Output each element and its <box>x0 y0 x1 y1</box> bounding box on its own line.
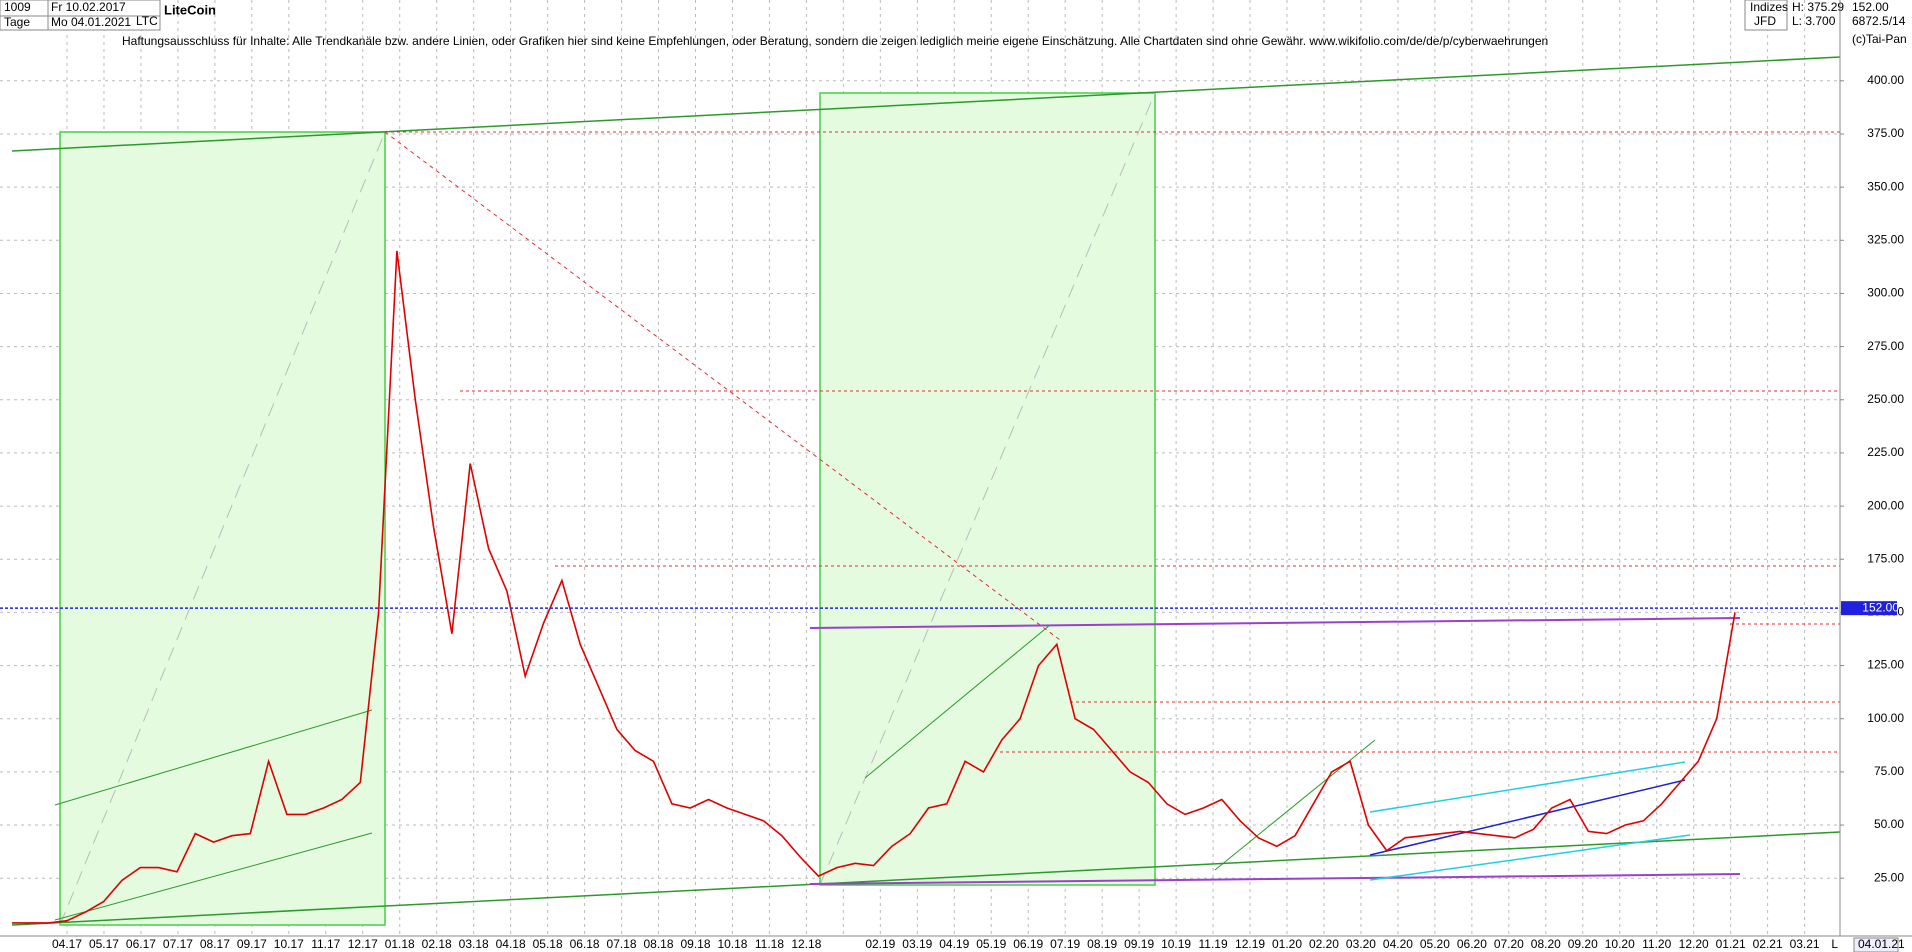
x-tick-label: 09.19 <box>1124 937 1154 951</box>
y-tick-label: 75.00 <box>1874 764 1904 778</box>
x-tick-label: 08.20 <box>1531 937 1561 951</box>
header-end: Mo 04.01.2021 <box>51 15 131 29</box>
header-market: Indizes <box>1750 0 1788 14</box>
header-period: Tage <box>4 15 30 29</box>
x-tick-label: 01.21 <box>1716 937 1746 951</box>
x-tick-label: 04.19 <box>939 937 969 951</box>
x-tick-label: 12.18 <box>791 937 821 951</box>
x-tick-label: 07.20 <box>1494 937 1524 951</box>
x-tick-label: 11.19 <box>1198 937 1227 951</box>
y-tick-label: 375.00 <box>1867 126 1904 140</box>
x-tick-label: 10.19 <box>1161 937 1191 951</box>
diagonal <box>819 92 1156 886</box>
price-line <box>12 250 1736 924</box>
y-tick-label: 50.00 <box>1874 817 1904 831</box>
trend-line <box>1369 834 1691 881</box>
header-broker: JFD <box>1754 14 1776 28</box>
x-tick-label: 09.20 <box>1568 937 1598 951</box>
x-tick-label: 01.20 <box>1272 937 1302 951</box>
y-tick-label: 100.00 <box>1867 711 1904 725</box>
header-high: H: 375.29 <box>1792 0 1844 14</box>
header-low: L: 3.700 <box>1792 14 1836 28</box>
trend-line <box>54 709 373 806</box>
trend-line <box>384 131 1061 641</box>
y-tick-label: 225.00 <box>1867 445 1904 459</box>
x-tick-label: 11.18 <box>755 937 784 951</box>
trend-line <box>809 617 1741 629</box>
trend-line <box>809 873 1741 885</box>
y-tick-label: 200.00 <box>1867 498 1904 512</box>
y-tick-label: 350.00 <box>1867 179 1904 193</box>
subtitle: Haftungsausschluss für Inhalte: Alle Tre… <box>122 34 1548 48</box>
trend-line <box>11 56 1841 152</box>
current-price-box <box>1841 601 1897 616</box>
y-tick-label: 300.00 <box>1867 286 1904 300</box>
x-tick-label: 03.19 <box>902 937 932 951</box>
x-tick-label: 02.18 <box>422 937 452 951</box>
x-tick-label: 07.17 <box>163 937 193 951</box>
y-tick-label: 175.00 <box>1867 551 1904 565</box>
x-tick-label: 06.18 <box>570 937 600 951</box>
trend-line <box>1369 779 1686 856</box>
x-tick-label: 09.18 <box>680 937 710 951</box>
header-id: 1009 <box>4 0 31 14</box>
y-tick-label: 25.00 <box>1874 870 1904 884</box>
x-tick-label: 03.20 <box>1346 937 1376 951</box>
x-tick-label: 10.17 <box>274 937 304 951</box>
x-tick-label: 04.18 <box>496 937 526 951</box>
trend-line <box>54 832 373 921</box>
x-tick-label: 02.19 <box>865 937 895 951</box>
x-tick-label: 10.18 <box>717 937 747 951</box>
x-tick-label: 08.18 <box>644 937 674 951</box>
plot <box>12 250 1736 924</box>
x-tick-label: 01.18 <box>385 937 415 951</box>
x-tick-label: 06.17 <box>126 937 156 951</box>
header-symbol: LTC <box>136 14 158 28</box>
copyright: (c)Tai-Pan <box>1852 32 1907 46</box>
x-tick-label: 05.17 <box>89 937 119 951</box>
x-tick-label: 05.19 <box>976 937 1006 951</box>
x-tick-label: 09.17 <box>237 937 267 951</box>
x-tick-label: 12.20 <box>1679 937 1709 951</box>
x-tick-label: 06.20 <box>1457 937 1487 951</box>
y-tick-label: 400.00 <box>1867 73 1904 87</box>
trend-line <box>11 831 1841 926</box>
x-tick-label: 07.19 <box>1050 937 1080 951</box>
x-tick-label: 05.18 <box>533 937 563 951</box>
x-tick-label: 10.20 <box>1605 937 1635 951</box>
x-tick-label: 11.17 <box>311 937 340 951</box>
x-tick-label: 03.21 <box>1790 937 1820 951</box>
x-tick-label: 12.19 <box>1235 937 1265 951</box>
x-tick-label: 06.19 <box>1013 937 1043 951</box>
x-tick-label: 04.20 <box>1383 937 1413 951</box>
header-box <box>47 15 161 31</box>
x-tick-label: 05.20 <box>1420 937 1450 951</box>
y-tick-label: 275.00 <box>1867 339 1904 353</box>
current-price-label: 152.00 <box>1862 600 1899 614</box>
x-tick-label: 04.17 <box>52 937 82 951</box>
trend-line <box>864 624 1051 779</box>
x-tick-label: 02.20 <box>1309 937 1339 951</box>
header-info: 6872.5/14 <box>1852 14 1906 28</box>
x-tick-label: 03.18 <box>459 937 489 951</box>
x-tick-label: 08.17 <box>200 937 230 951</box>
x-tick-label: 07.18 <box>607 937 637 951</box>
x-tick-label: 11.20 <box>1642 937 1671 951</box>
header-box <box>1744 0 1788 31</box>
trend-line <box>1369 761 1686 813</box>
x-tick-label: 12.17 <box>348 937 378 951</box>
date-box-label: 04.01.21 <box>1858 937 1905 951</box>
y-tick-label: 250.00 <box>1867 392 1904 406</box>
y-tick-label: 125.00 <box>1867 658 1904 672</box>
header-last: 152.00 <box>1852 0 1889 14</box>
chart-title: LiteCoin <box>164 2 216 17</box>
date-box <box>1853 937 1899 952</box>
y-tick-label: 325.00 <box>1867 232 1904 246</box>
x-tick-label: 08.19 <box>1087 937 1117 951</box>
header-start: Fr 10.02.2017 <box>51 0 126 14</box>
corner-label: L <box>1831 937 1838 951</box>
x-tick-label: 02.21 <box>1753 937 1783 951</box>
diagonal <box>59 131 386 926</box>
